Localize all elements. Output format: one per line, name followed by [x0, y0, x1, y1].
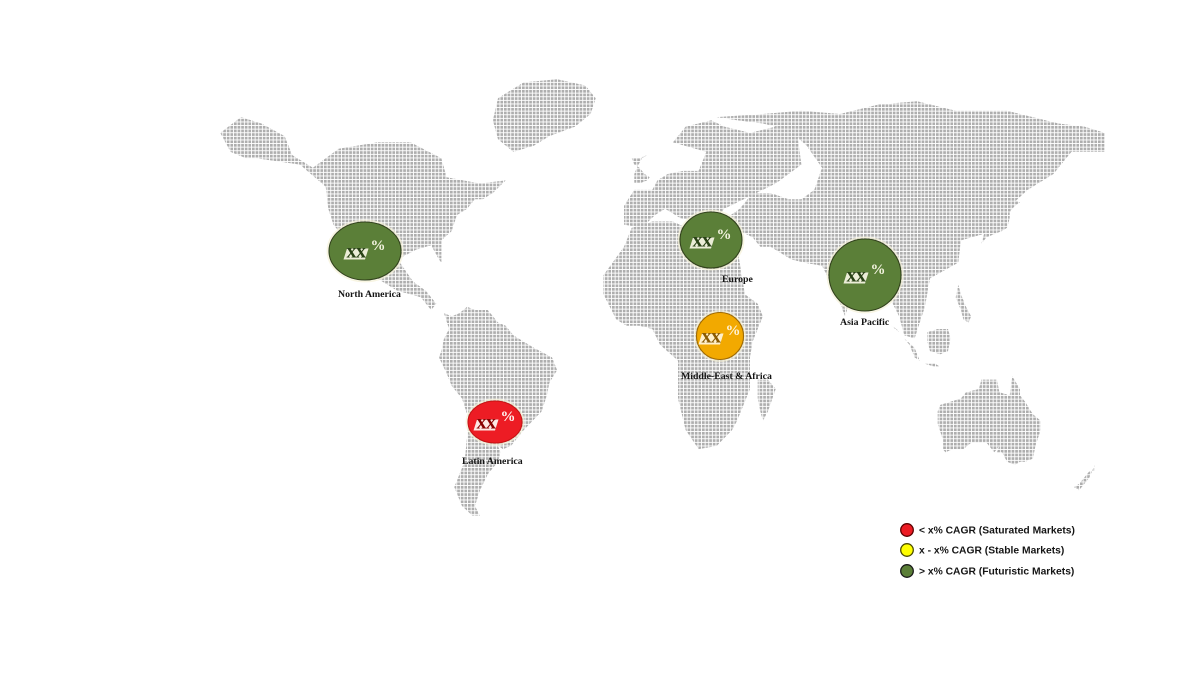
- svg-text:xx: xx: [693, 230, 713, 252]
- svg-text:xx: xx: [347, 241, 367, 263]
- svg-text:%: %: [371, 238, 386, 254]
- svg-text:x - x% CAGR (Stable Markets): x - x% CAGR (Stable Markets): [919, 546, 1064, 557]
- svg-text:North America: North America: [338, 289, 401, 300]
- svg-text:xx: xx: [702, 326, 722, 348]
- svg-text:Europe: Europe: [722, 274, 754, 285]
- svg-text:> x% CAGR (Futuristic Markets): > x% CAGR (Futuristic Markets): [919, 567, 1074, 578]
- svg-text:xx: xx: [847, 265, 867, 287]
- svg-text:< x% CAGR (Saturated Markets): < x% CAGR (Saturated Markets): [919, 526, 1075, 537]
- svg-text:Asia Pacific: Asia Pacific: [840, 317, 890, 328]
- svg-text:%: %: [501, 409, 516, 425]
- svg-text:%: %: [871, 262, 886, 278]
- svg-text:xx: xx: [477, 412, 497, 434]
- svg-text:Middle-East & Africa: Middle-East & Africa: [681, 371, 772, 382]
- svg-text:%: %: [717, 227, 732, 243]
- svg-text:%: %: [726, 323, 741, 339]
- svg-text:Latin America: Latin America: [462, 456, 523, 467]
